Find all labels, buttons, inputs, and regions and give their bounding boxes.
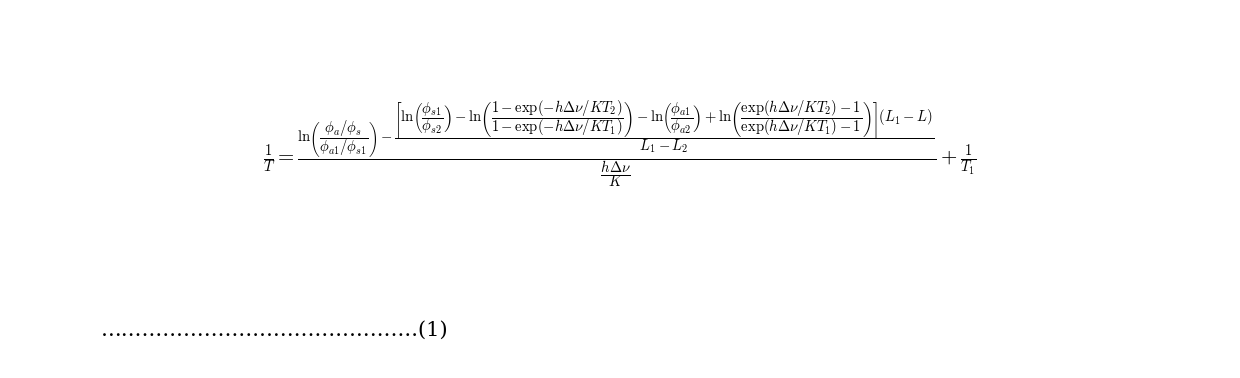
Text: $\frac{1}{T}=\frac{\ln\!\left(\dfrac{\phi_a/\phi_s}{\phi_{a1}/\phi_{s1}}\right)-: $\frac{1}{T}=\frac{\ln\!\left(\dfrac{\ph… bbox=[263, 99, 977, 190]
Text: ……………………………………….(1): ……………………………………….(1) bbox=[100, 321, 448, 340]
